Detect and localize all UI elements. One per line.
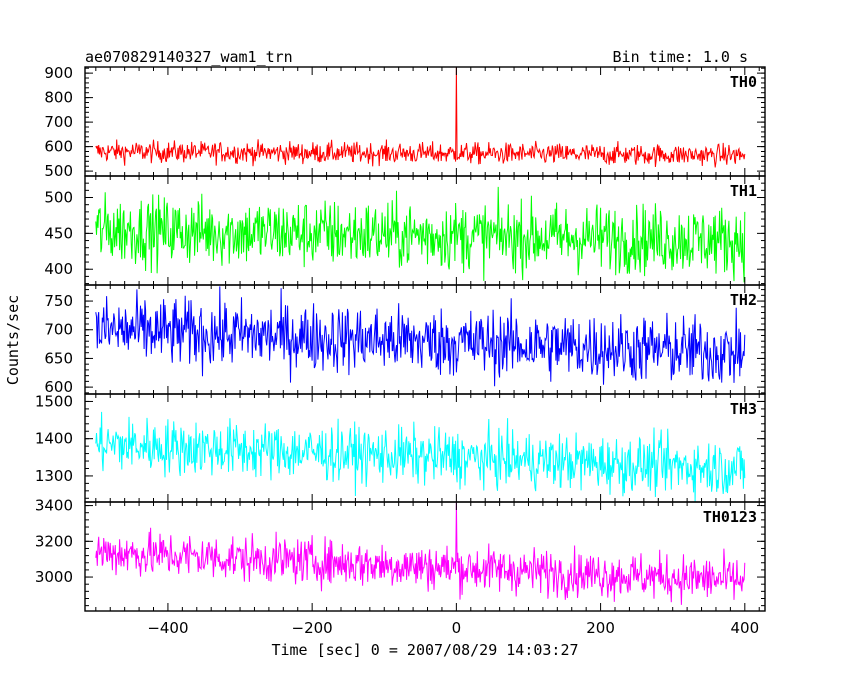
y-tick-label: 700 — [44, 321, 73, 339]
y-tick-label: 3000 — [35, 568, 73, 586]
series-line-th0123 — [95, 501, 746, 605]
y-tick-label: 3400 — [35, 497, 73, 515]
series-line-th2 — [95, 286, 746, 387]
series-line-th1 — [95, 186, 746, 283]
panel-label: TH2 — [730, 291, 757, 309]
x-tick-label: 400 — [730, 619, 759, 637]
y-tick-label: 400 — [44, 260, 73, 278]
x-tick-label: −200 — [292, 619, 333, 637]
bin-time-label: Bin time: 1.0 s — [613, 48, 748, 66]
panel-stack: 500 600 700 800 900 TH0 400 450 500 TH1 600 650 700 7… — [35, 64, 766, 637]
y-tick-label: 750 — [44, 292, 73, 310]
y-axis-label: Counts/sec — [4, 295, 22, 385]
series-line-th0 — [95, 66, 746, 168]
y-tick-label: 500 — [44, 162, 73, 180]
y-tick-label: 600 — [44, 138, 73, 156]
y-tick-label: 450 — [44, 224, 73, 242]
chart-title: ae070829140327_wam1_trn — [85, 48, 293, 66]
panel-label: TH0 — [730, 73, 757, 91]
y-tick-label: 600 — [44, 378, 73, 396]
x-axis-label: Time [sec] 0 = 2007/08/29 14:03:27 — [271, 641, 578, 659]
y-tick-label: 900 — [44, 64, 73, 82]
x-tick-label: −400 — [147, 619, 188, 637]
panel-label: TH3 — [730, 400, 757, 418]
x-tick-label: 0 — [452, 619, 462, 637]
y-tick-label: 800 — [44, 89, 73, 107]
y-tick-label: 1300 — [35, 467, 73, 485]
panel-label: TH0123 — [703, 508, 757, 526]
y-tick-label: 650 — [44, 349, 73, 367]
y-tick-label: 700 — [44, 113, 73, 131]
y-tick-label: 500 — [44, 189, 73, 207]
series-line-th3 — [95, 411, 746, 503]
y-tick-label: 3200 — [35, 532, 73, 550]
panel-frame — [84, 501, 766, 612]
x-tick-label: 200 — [586, 619, 615, 637]
panel-label: TH1 — [730, 182, 757, 200]
y-tick-label: 1400 — [35, 430, 73, 448]
y-tick-label: 1500 — [35, 392, 73, 410]
panel-frame — [84, 66, 766, 177]
